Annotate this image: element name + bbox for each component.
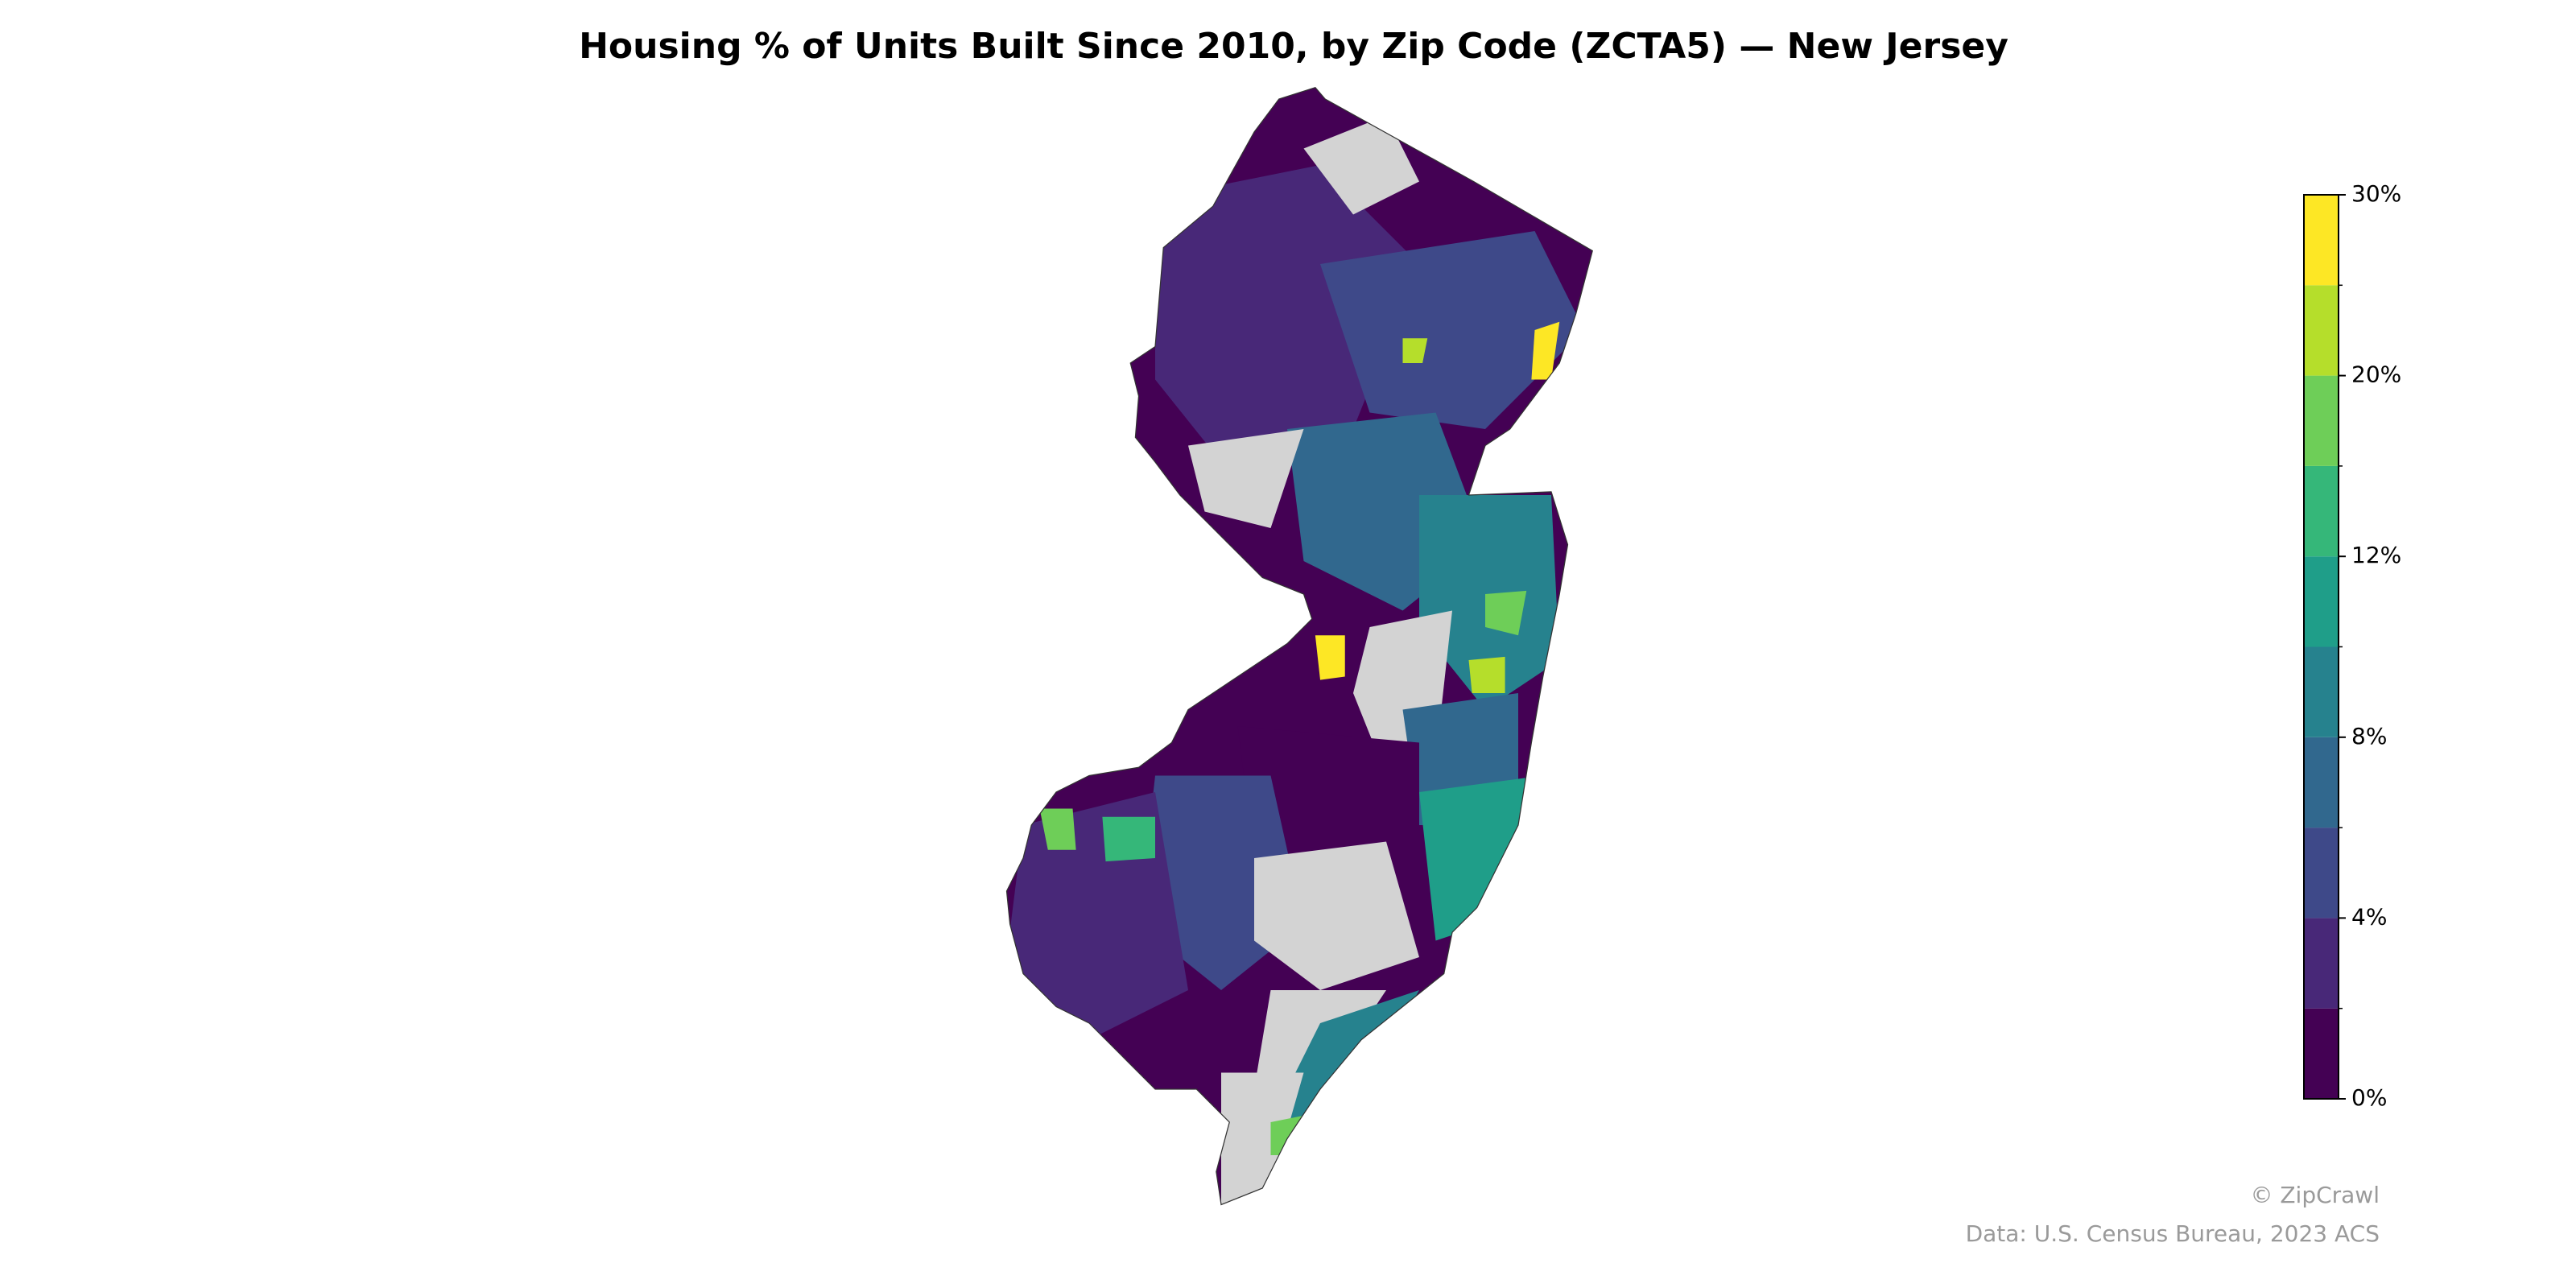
colorbar-bin: [2304, 285, 2339, 376]
colorbar-frame: [2303, 194, 2339, 1100]
colorbar-bin: [2304, 556, 2339, 647]
colorbar-bin: [2304, 1008, 2339, 1099]
colorbar-bin: [2304, 737, 2339, 828]
colorbar: 0% 4% 8% 12% 20% 30%: [2303, 180, 2401, 1111]
colorbar-tick-label: 0%: [2351, 1084, 2387, 1111]
colorbar-bin: [2304, 465, 2339, 557]
colorbar-bin: [2304, 646, 2339, 737]
source: Data: U.S. Census Bureau, 2023 ACS: [1966, 1220, 2380, 1247]
state-outline: [1005, 86, 1593, 1206]
credit: © ZipCrawl: [2250, 1182, 2380, 1208]
colorbar-tick-label: 4%: [2351, 903, 2387, 930]
chart-title: Housing % of Units Built Since 2010, by …: [579, 26, 2008, 67]
colorbar-bin: [2304, 918, 2339, 1009]
colorbar-bin: [2304, 375, 2339, 466]
colorbar-tick-label: 8%: [2351, 723, 2387, 749]
colorbar-tick-label: 12%: [2351, 542, 2401, 568]
colorbar-bin: [2304, 828, 2339, 919]
state-map: [1005, 86, 1593, 1206]
colorbar-tick-label: 20%: [2351, 361, 2401, 388]
zip-regions: [1006, 87, 1593, 1205]
colorbar-tick-label: 30%: [2351, 180, 2401, 207]
colorbar-bin: [2304, 195, 2339, 286]
